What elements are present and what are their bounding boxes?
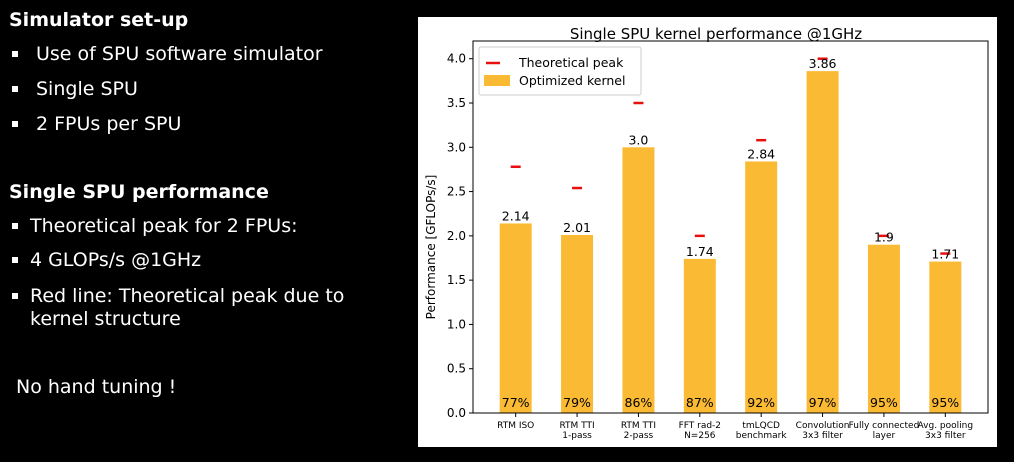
slide-text-column: Simulator set-up Use of SPU software sim… (0, 0, 410, 462)
x-tick-label: RTM TTI (621, 421, 656, 431)
efficiency-percent-label: 86% (625, 395, 653, 410)
efficiency-percent-label: 87% (686, 395, 714, 410)
x-tick-label: 3x3 filter (925, 431, 966, 441)
efficiency-percent-label: 97% (809, 395, 837, 410)
y-axis-label: Performance [GFLOPs/s] (424, 175, 438, 320)
efficiency-percent-label: 95% (931, 395, 959, 410)
bar-value-label: 3.0 (628, 132, 648, 147)
x-tick-label: FFT rad-2 (679, 421, 721, 431)
y-tick-label: 4.0 (447, 52, 466, 66)
efficiency-percent-label: 95% (870, 395, 898, 410)
chart-title: Single SPU kernel performance @1GHz (570, 25, 862, 43)
legend-bar-swatch (484, 75, 510, 86)
x-tick-label: Convolution (796, 421, 850, 431)
x-tick-label: Fully connected (849, 421, 920, 431)
y-tick-label: 2.0 (447, 229, 466, 243)
y-tick-label: 0.5 (447, 362, 466, 376)
y-tick-label: 1.5 (447, 273, 466, 287)
chart-panel: Single SPU kernel performance @1GHz Perf… (418, 17, 997, 447)
efficiency-percent-label: 92% (747, 395, 775, 410)
bullet-text: kernel structure (30, 308, 181, 330)
bullet-text: Use of SPU software simulator (36, 43, 323, 65)
bullet-square-icon (12, 223, 18, 229)
section-heading-simulator: Simulator set-up (9, 9, 189, 31)
bar-chart: Single SPU kernel performance @1GHz Perf… (424, 25, 989, 441)
legend-peak-label: Theoretical peak (518, 55, 624, 70)
value-labels-layer: 2.14 77% 2.01 79% 3.0 86% 1.74 87% 2.84 92% 3.86 97… (502, 56, 960, 410)
bar-value-label: 3.86 (809, 56, 837, 71)
bar (867, 244, 900, 413)
bullet-square-icon (12, 257, 18, 263)
efficiency-percent-label: 79% (563, 395, 591, 410)
y-tick-label: 1.0 (447, 317, 466, 331)
x-tick-label: N=256 (684, 431, 716, 441)
bullet-text: Single SPU (36, 78, 138, 100)
bar-value-label: 1.9 (874, 230, 894, 245)
bullet-square-icon (12, 121, 18, 127)
x-tick-label: Avg. pooling (918, 421, 974, 431)
x-tick-label: 2-pass (624, 431, 654, 441)
bullet-square-icon (12, 86, 18, 92)
bullet-text: 2 FPUs per SPU (36, 113, 182, 135)
bar-value-label: 1.71 (931, 247, 959, 262)
y-tick-label: 0.0 (447, 406, 466, 420)
bar (683, 258, 716, 413)
bar-value-label: 2.01 (563, 220, 591, 235)
legend-bar-label: Optimized kernel (519, 73, 625, 88)
bullet-text: 4 GLOPs/s @1GHz (30, 249, 202, 271)
bullet-text: Red line: Theoretical peak due to (30, 285, 345, 307)
note-text: No hand tuning ! (16, 376, 177, 398)
bar (561, 234, 594, 413)
bar (806, 71, 839, 413)
efficiency-percent-label: 77% (502, 395, 530, 410)
y-tick-label: 2.5 (447, 185, 466, 199)
legend-box (478, 46, 642, 96)
bullet-square-icon (12, 293, 18, 299)
bar (929, 261, 962, 413)
x-tick-label: 1-pass (562, 431, 592, 441)
bar (622, 147, 655, 414)
bar-value-label: 2.84 (747, 146, 775, 161)
y-tick-label: 3.0 (447, 140, 466, 154)
section-heading-performance: Single SPU performance (9, 181, 269, 203)
x-tick-label: benchmark (736, 431, 788, 441)
bars-layer (499, 71, 962, 414)
y-tick-label: 3.5 (447, 96, 466, 110)
legend: Theoretical peak Optimized kernel (478, 46, 642, 96)
plot-frame (472, 40, 989, 414)
x-tick-label: layer (873, 431, 896, 441)
bar-value-label: 1.74 (686, 244, 714, 259)
bar-value-label: 2.14 (502, 208, 530, 223)
peak-markers-layer (510, 57, 951, 255)
bar (499, 223, 532, 413)
x-tick-label: RTM TTI (559, 421, 594, 431)
x-tick-label: RTM ISO (497, 421, 534, 431)
x-tick-label: tmLQCD (742, 421, 780, 431)
x-tick-label: 3x3 filter (802, 431, 843, 441)
bullet-text: Theoretical peak for 2 FPUs: (30, 215, 298, 237)
bar (745, 161, 778, 413)
bullet-square-icon (12, 51, 18, 57)
